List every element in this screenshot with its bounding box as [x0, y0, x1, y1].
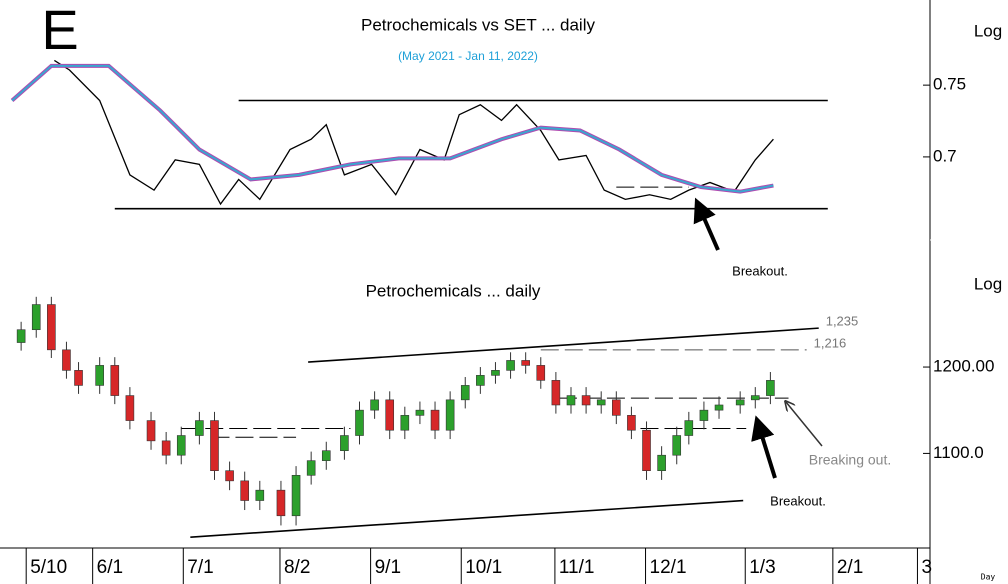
x-tick-label: 7/1: [187, 557, 213, 578]
candle-body: [210, 420, 219, 471]
candle-body: [430, 409, 440, 431]
candle-body: [195, 420, 204, 436]
x-tick-label: 5/10: [30, 557, 67, 578]
x-tick-label: 6/1: [97, 557, 123, 578]
candle-body: [506, 360, 515, 371]
candle-body: [596, 399, 606, 406]
chart-subtitle: (May 2021 - Jan 11, 2022): [398, 49, 538, 63]
candle-body: [750, 395, 760, 401]
candle-body: [566, 395, 576, 406]
candle-body: [31, 304, 41, 331]
arrow: [693, 197, 720, 251]
corner-label: E: [41, 0, 78, 61]
annotation: Breakout.: [770, 493, 826, 508]
candle-body: [657, 454, 666, 471]
candle-body: [306, 460, 316, 476]
candle-body: [16, 329, 26, 343]
x-axis-label: Day: [981, 573, 996, 582]
candle-body: [699, 409, 709, 421]
level-label: 1,235: [826, 314, 859, 329]
candle-body: [491, 370, 500, 376]
candle-body: [415, 409, 425, 416]
candle-body: [642, 429, 651, 471]
y-tick-label: 0.7: [933, 146, 957, 165]
candle-body: [95, 365, 104, 386]
x-tick-label: 1/3: [749, 557, 775, 578]
candle-body: [110, 365, 120, 396]
level-label: 1,216: [814, 335, 847, 350]
candle-body: [291, 474, 301, 517]
candle-body: [460, 385, 470, 401]
candle-body: [551, 380, 561, 406]
candle-body: [225, 470, 234, 482]
candle-body: [255, 489, 265, 501]
y-tick-label: 0.75: [933, 75, 966, 94]
candle-body: [735, 399, 745, 406]
level-line: [190, 499, 744, 538]
candle-body: [355, 409, 364, 436]
y-tick-label: 1100.0: [933, 443, 984, 462]
chart-title: Petrochemicals ... daily: [366, 281, 541, 300]
level-line: [308, 327, 819, 363]
x-tick-label: 11/1: [559, 557, 595, 578]
candle-body: [240, 480, 249, 501]
x-tick-label: 9/1: [375, 557, 401, 578]
arrow: [751, 415, 777, 479]
candle-body: [74, 370, 83, 386]
candle-body: [385, 399, 395, 431]
candle-body: [672, 435, 682, 456]
candle-body: [340, 435, 349, 452]
candle-body: [714, 404, 724, 411]
candle-body: [521, 360, 530, 366]
candle-body: [766, 380, 775, 396]
arrow: [786, 402, 823, 447]
candle-body: [176, 435, 186, 456]
candle-body: [370, 399, 379, 411]
candle-body: [612, 399, 621, 416]
scale-label: Log: [974, 21, 1002, 40]
series-line: [54, 59, 774, 206]
annotation: Breakout.: [732, 263, 788, 278]
annotation: Breaking out.: [809, 452, 892, 468]
x-tick-label: 8/2: [284, 557, 310, 578]
candle-body: [125, 395, 135, 421]
x-tick-label: 2/1: [837, 557, 863, 578]
candle-body: [445, 399, 455, 431]
chart-title: Petrochemicals vs SET ... daily: [361, 15, 595, 34]
candle-body: [536, 365, 546, 381]
candle-body: [321, 450, 331, 461]
candle-body: [146, 420, 156, 442]
series-line: [11, 64, 774, 193]
x-tick-label: 3: [921, 557, 932, 578]
candle-body: [47, 304, 56, 351]
candle-body: [627, 415, 636, 431]
candle-body: [476, 375, 485, 386]
x-tick-label: 12/1: [650, 557, 687, 578]
x-tick-label: 10/1: [465, 557, 502, 578]
candle-body: [62, 349, 71, 371]
candle-body: [400, 415, 410, 431]
candle-body: [161, 440, 171, 456]
candle-body: [276, 489, 286, 517]
candle-body: [684, 420, 694, 436]
y-tick-label: 1200.00: [933, 357, 994, 376]
scale-label: Log: [974, 274, 1002, 293]
candle-body: [581, 395, 591, 406]
